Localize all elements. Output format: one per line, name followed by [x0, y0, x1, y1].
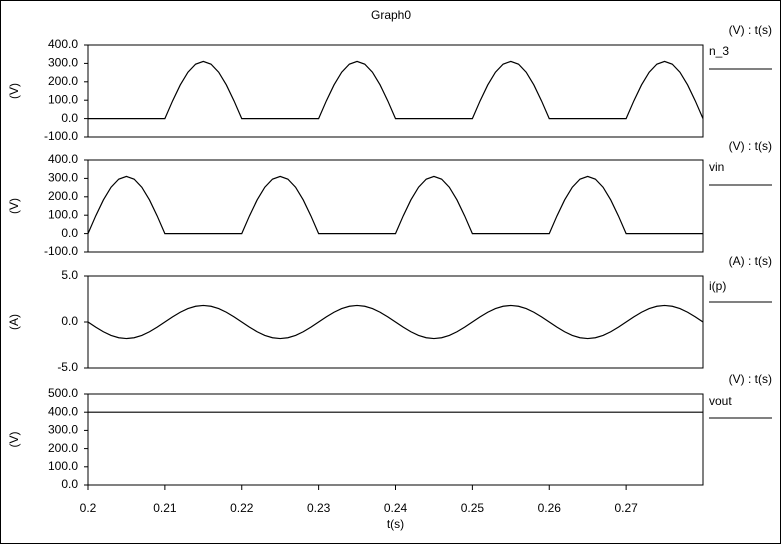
- y-tick-label: 100.0: [48, 459, 78, 473]
- y-tick-label: 100.0: [48, 207, 78, 221]
- x-tick-label: 0.2: [80, 501, 97, 515]
- y-tick-label: 0.0: [61, 111, 78, 125]
- y-tick-label: 400.0: [48, 152, 78, 166]
- y-axis-label: (V): [7, 83, 21, 99]
- legend-unit: (V) : t(s): [729, 139, 772, 153]
- y-axis-label: (V): [7, 198, 21, 214]
- y-tick-label: -100.0: [44, 129, 78, 143]
- y-tick-label: 200.0: [48, 441, 78, 455]
- plot-area: [87, 159, 704, 253]
- trace: [88, 60, 704, 120]
- legend-name: i(p): [709, 279, 726, 293]
- y-tick-label: 300.0: [48, 56, 78, 70]
- y-axis-label: (V): [7, 432, 21, 448]
- y-axis-label: (A): [7, 314, 21, 330]
- legend-unit: (V) : t(s): [729, 23, 772, 37]
- y-tick-label: -100.0: [44, 244, 78, 258]
- y-tick-label: 400.0: [48, 404, 78, 418]
- x-tick-label: 0.26: [538, 501, 562, 515]
- trace: [87, 304, 704, 340]
- y-tick-label: 500.0: [48, 386, 78, 400]
- legend-name: vout: [709, 394, 732, 408]
- legend-unit: (V) : t(s): [729, 372, 772, 386]
- x-axis-label: t(s): [387, 517, 404, 531]
- x-tick-label: 0.25: [461, 501, 485, 515]
- trace: [87, 175, 703, 235]
- y-tick-label: 300.0: [48, 423, 78, 437]
- x-tick-label: 0.24: [384, 501, 408, 515]
- y-tick-label: 400.0: [48, 37, 78, 51]
- legend-name: n_3: [709, 44, 729, 58]
- y-tick-label: 200.0: [48, 74, 78, 88]
- y-tick-label: -5.0: [57, 360, 78, 374]
- x-tick-label: 0.23: [307, 501, 331, 515]
- y-tick-label: 5.0: [61, 268, 78, 282]
- x-tick-label: 0.22: [230, 501, 254, 515]
- graph-title: Graph0: [371, 8, 411, 22]
- legend-name: vin: [709, 160, 724, 174]
- x-tick-label: 0.27: [614, 501, 638, 515]
- y-tick-label: 0.0: [61, 226, 78, 240]
- plot-area: [87, 44, 704, 138]
- x-tick-label: 0.21: [153, 501, 177, 515]
- y-tick-label: 300.0: [48, 171, 78, 185]
- legend-unit: (A) : t(s): [729, 254, 772, 268]
- y-tick-label: 0.0: [61, 477, 78, 491]
- y-tick-label: 100.0: [48, 92, 78, 106]
- y-tick-label: 200.0: [48, 189, 78, 203]
- y-tick-label: 0.0: [61, 314, 78, 328]
